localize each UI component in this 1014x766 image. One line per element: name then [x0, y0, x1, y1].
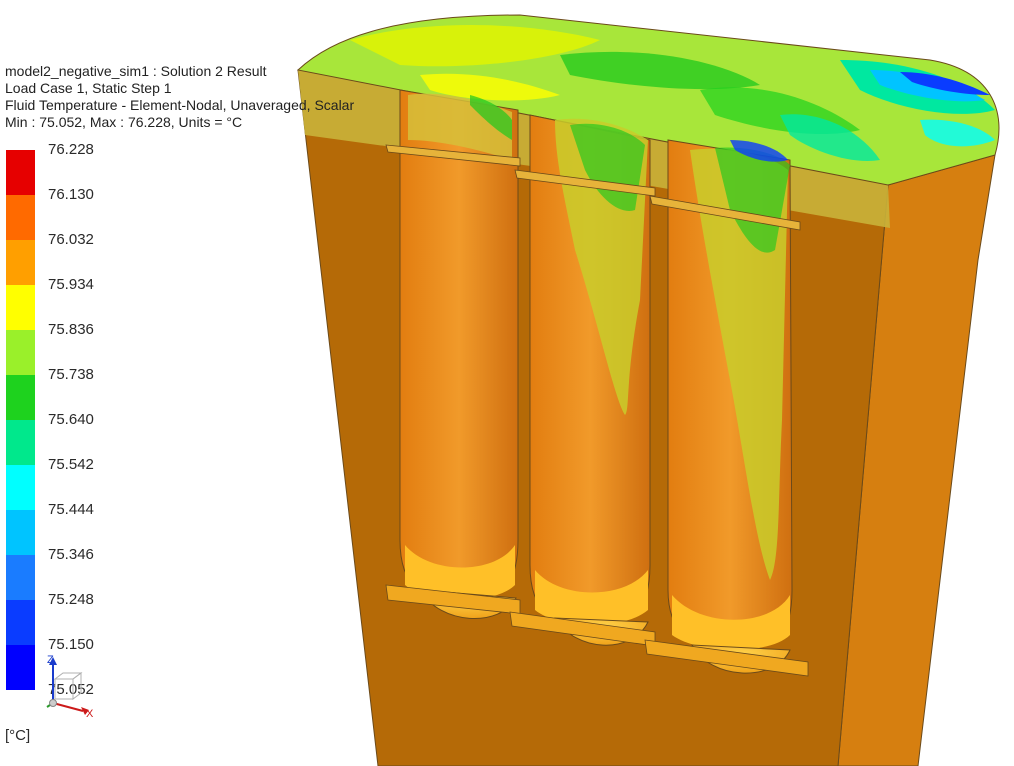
legend-swatch: [6, 555, 35, 600]
legend-tick: 75.052: [48, 681, 94, 698]
legend-unit: [°C]: [5, 727, 31, 744]
legend-tick: 75.248: [48, 591, 94, 608]
x-axis-label: X: [86, 708, 94, 719]
legend-swatch: [6, 195, 35, 240]
result-header: model2_negative_sim1 : Solution 2 Result…: [5, 63, 354, 131]
legend-tick: 75.934: [48, 276, 94, 293]
legend-tick: 75.836: [48, 321, 94, 338]
header-min-max: Min : 75.052, Max : 76.228, Units = °C: [5, 114, 243, 130]
legend-swatch: [6, 510, 35, 555]
legend-tick: 75.738: [48, 366, 94, 383]
legend-tick: 75.640: [48, 411, 94, 428]
z-axis-label: Z: [47, 654, 54, 666]
legend-tick: 75.346: [48, 546, 94, 563]
triad-cube-icon: [53, 672, 83, 700]
legend-swatch: [6, 465, 35, 510]
header-title: model2_negative_sim1 : Solution 2 Result: [5, 63, 267, 79]
legend-swatch: [6, 420, 35, 465]
legend-swatch: [6, 645, 35, 690]
x-axis-line: [52, 702, 84, 712]
legend-swatch: [6, 375, 35, 420]
axis-triad[interactable]: Z X: [43, 653, 99, 719]
header-result-type: Fluid Temperature - Element-Nodal, Unave…: [5, 97, 355, 113]
legend-tick: 75.444: [48, 501, 94, 518]
legend-swatch: [6, 600, 35, 645]
legend-swatch: [6, 240, 35, 285]
legend-tick: 76.228: [48, 141, 94, 158]
legend-tick: 75.542: [48, 456, 94, 473]
legend-tick: 75.150: [48, 636, 94, 653]
tube-1: [399, 89, 519, 601]
legend-tick: 76.032: [48, 231, 94, 248]
legend-tick: 76.130: [48, 186, 94, 203]
legend-swatch: [6, 330, 35, 375]
legend-swatch: [6, 285, 35, 330]
legend-swatch: [6, 150, 35, 195]
header-load-case: Load Case 1, Static Step 1: [5, 80, 172, 96]
